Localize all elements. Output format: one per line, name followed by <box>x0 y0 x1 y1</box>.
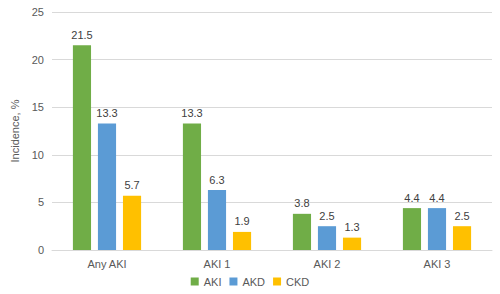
svg-text:4.4: 4.4 <box>404 192 419 204</box>
svg-text:21.5: 21.5 <box>71 29 92 41</box>
svg-text:2.5: 2.5 <box>319 210 334 222</box>
svg-text:5: 5 <box>38 196 44 208</box>
svg-text:AKI 3: AKI 3 <box>424 258 451 270</box>
svg-text:Incidence, %: Incidence, % <box>9 99 21 162</box>
svg-text:1.9: 1.9 <box>234 215 249 227</box>
svg-text:AKD: AKD <box>242 276 265 288</box>
svg-text:20: 20 <box>32 54 44 66</box>
svg-text:4.4: 4.4 <box>429 192 444 204</box>
svg-text:6.3: 6.3 <box>209 174 224 186</box>
svg-text:1.3: 1.3 <box>344 221 359 233</box>
svg-text:2.5: 2.5 <box>454 210 469 222</box>
svg-text:25: 25 <box>32 6 44 18</box>
svg-text:5.7: 5.7 <box>124 179 139 191</box>
svg-text:Any AKI: Any AKI <box>87 258 126 270</box>
svg-text:15: 15 <box>32 101 44 113</box>
svg-text:0: 0 <box>38 244 44 256</box>
svg-text:AKI 2: AKI 2 <box>314 258 341 270</box>
svg-text:13.3: 13.3 <box>181 107 202 119</box>
svg-text:AKI: AKI <box>204 276 222 288</box>
svg-text:AKI 1: AKI 1 <box>204 258 231 270</box>
svg-text:10: 10 <box>32 149 44 161</box>
svg-text:13.3: 13.3 <box>96 107 117 119</box>
svg-text:3.8: 3.8 <box>294 197 309 209</box>
svg-text:CKD: CKD <box>286 276 309 288</box>
